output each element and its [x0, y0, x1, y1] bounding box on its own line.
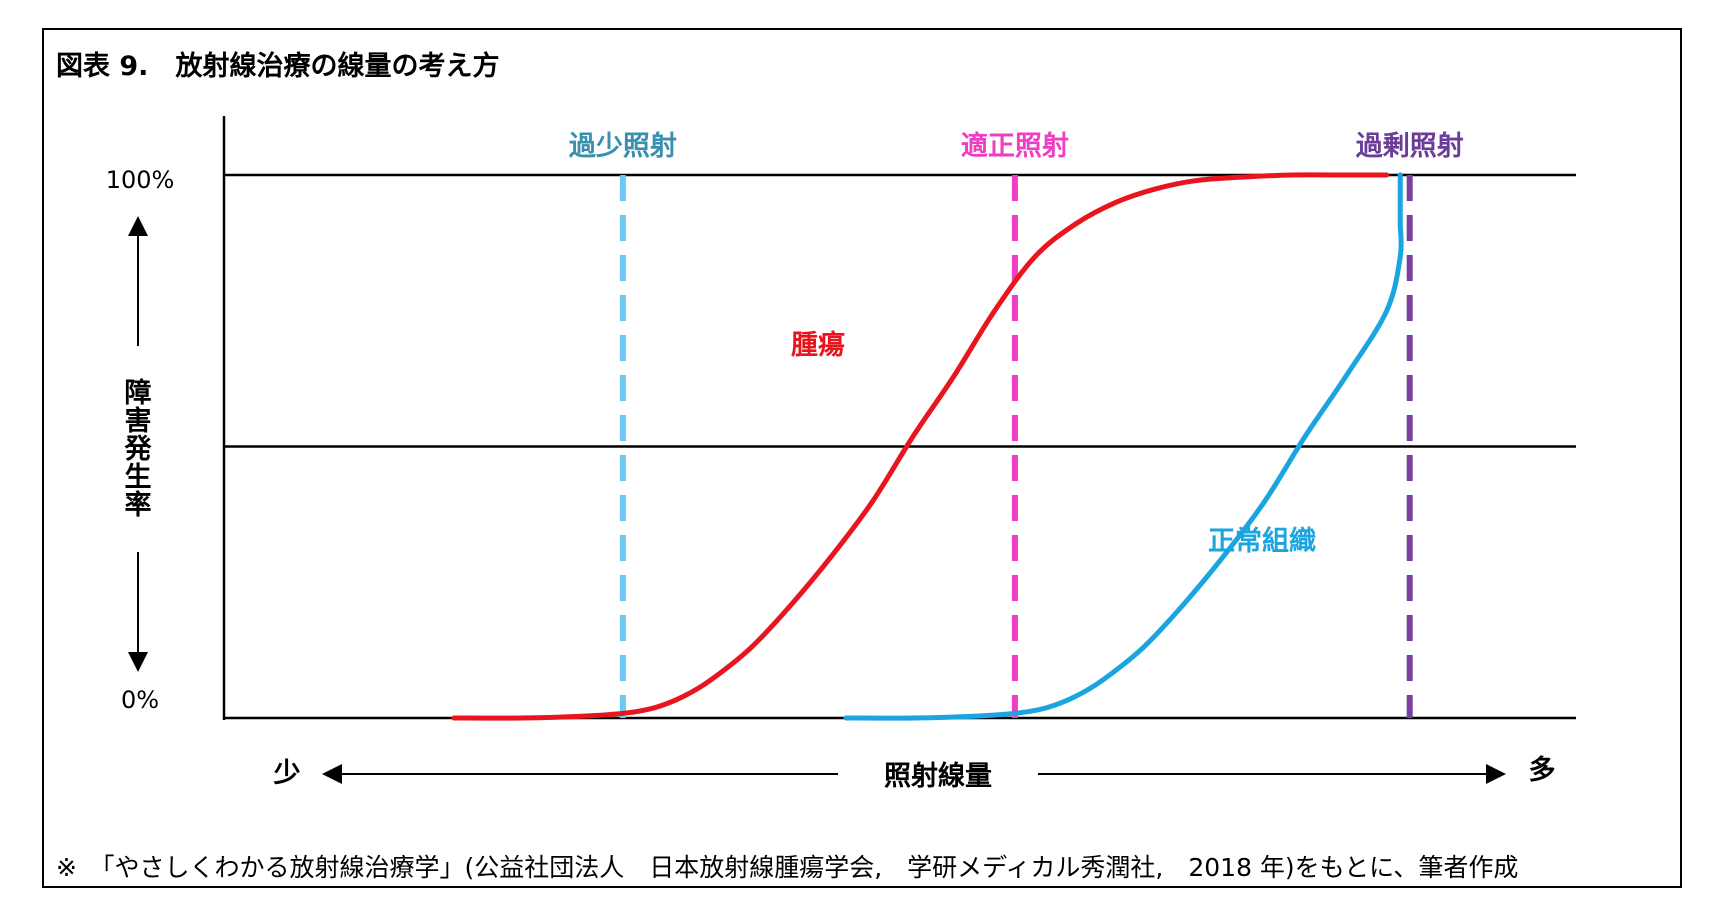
- x-axis-high-label: 多: [1529, 755, 1556, 786]
- x-arrow-left-head: [322, 764, 342, 784]
- y-axis-label-char-3: 発: [124, 434, 153, 465]
- y-arrow-down-head: [128, 652, 148, 672]
- series-label-tumor: 腫瘍: [791, 329, 845, 361]
- reference-label-2: 適正照射: [961, 130, 1069, 162]
- series-line-1: [451, 172, 1390, 721]
- x-axis-label: 照射線量: [884, 760, 992, 792]
- x-axis-low-label: 少: [274, 758, 301, 789]
- source-footnote: ※ 「やさしくわかる放射線治療学」(公益社団法人 日本放射線腫瘍学会, 学研メデ…: [56, 853, 1519, 882]
- series-label-normal: 正常組織: [1208, 525, 1316, 557]
- y-axis-label-char-1: 障: [125, 377, 152, 409]
- figure-frame: [42, 28, 1682, 888]
- figure-title: 図表 9. 放射線治療の線量の考え方: [56, 51, 500, 82]
- x-arrow-right-head: [1486, 764, 1506, 784]
- series-line-2: [843, 172, 1404, 721]
- y-axis-label-char-4: 生: [125, 462, 152, 493]
- reference-label-1: 過少照射: [569, 131, 677, 162]
- reference-lines: [619, 175, 1413, 718]
- reference-label-3: 過剰照射: [1356, 131, 1464, 162]
- y-axis-label-char-2: 害: [125, 405, 152, 437]
- y-axis-label-char-5: 率: [125, 489, 152, 521]
- curves: [451, 172, 1404, 721]
- y-tick-0: 0%: [121, 686, 159, 714]
- y-tick-100: 100%: [106, 166, 175, 194]
- y-arrow-up-head: [128, 216, 148, 236]
- chart-grid: [222, 116, 1576, 720]
